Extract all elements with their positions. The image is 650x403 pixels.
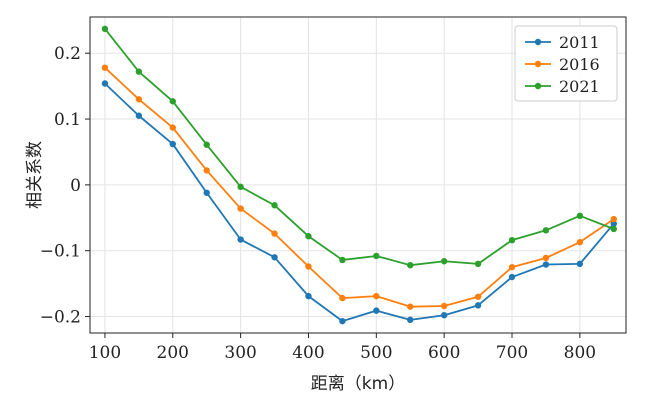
y-tick-label: 0.2 (54, 44, 81, 64)
data-point-2011 (508, 273, 516, 281)
data-point-2021 (169, 98, 176, 105)
data-point-2011 (169, 140, 176, 148)
data-point-2011 (305, 292, 312, 300)
data-point-2016 (440, 302, 448, 310)
data-point-2021 (440, 258, 448, 265)
y-tick-label: −0.2 (40, 308, 81, 328)
series-line-2021 (104, 28, 615, 267)
data-point-2011 (101, 80, 109, 87)
data-point-2016 (373, 292, 380, 300)
data-point-2016 (474, 293, 482, 300)
series-line-2016 (104, 67, 615, 308)
data-point-2011 (339, 317, 346, 325)
data-point-2021 (610, 225, 617, 233)
x-axis-label: 距离（km） (311, 374, 405, 394)
data-point-2016 (407, 303, 414, 310)
data-point-2021 (305, 233, 312, 240)
data-point-2016 (237, 205, 244, 212)
data-point-2021 (237, 183, 244, 191)
data-point-2011 (203, 189, 210, 196)
data-point-2016 (305, 263, 312, 270)
y-tick-label: 0.1 (54, 110, 81, 130)
legend-label-2016: 2016 (559, 55, 600, 74)
legend: 2011 2016 2021 (514, 25, 618, 102)
data-point-2011 (271, 254, 278, 261)
legend-label-2021: 2021 (559, 77, 600, 96)
x-tick-label: 300 (224, 343, 256, 363)
data-point-2021 (542, 227, 550, 234)
data-point-2016 (508, 263, 516, 271)
data-point-2011 (407, 316, 414, 324)
data-point-2016 (169, 124, 176, 131)
data-point-2021 (407, 261, 414, 269)
x-tick-label: 200 (157, 343, 189, 363)
data-point-2021 (271, 202, 278, 209)
data-point-2016 (203, 167, 210, 174)
data-point-2021 (508, 236, 516, 244)
axes: 100 200 300 400 500 600 700 800 0.2 0.1 0 −0.1 −0.2 (40, 44, 596, 363)
data-point-2021 (373, 252, 380, 260)
data-point-2011 (237, 236, 244, 243)
series-line-2011 (104, 82, 615, 323)
data-point-2016 (610, 215, 617, 223)
data-point-2011 (610, 220, 617, 227)
data-point-2016 (542, 254, 550, 262)
data-point-2011 (474, 302, 482, 309)
x-tick-label: 700 (496, 343, 528, 363)
y-tick-label: 0 (70, 176, 81, 196)
data-point-2016 (101, 64, 109, 71)
legend-box (514, 25, 618, 102)
x-tick-label: 400 (292, 343, 324, 363)
data-point-2011 (135, 112, 143, 119)
y-axis-label: 相关系数 (25, 141, 45, 209)
series-layer (101, 25, 617, 325)
legend-marker-2011 (534, 38, 542, 46)
x-tick-label: 100 (89, 343, 121, 363)
data-point-2021 (101, 25, 109, 33)
data-point-2016 (135, 96, 143, 103)
legend-marker-2016 (534, 60, 542, 68)
data-point-2021 (203, 141, 210, 148)
legend-marker-2021 (534, 82, 542, 90)
x-tick-label: 500 (360, 343, 392, 363)
data-point-2011 (542, 261, 550, 268)
x-tick-label: 600 (428, 343, 460, 363)
y-tick-label: −0.1 (40, 242, 81, 262)
data-point-2011 (440, 312, 448, 319)
data-point-2011 (576, 260, 584, 268)
data-point-2016 (576, 238, 584, 246)
data-point-2016 (339, 294, 346, 302)
data-point-2021 (339, 256, 346, 264)
data-point-2011 (373, 307, 380, 314)
data-point-2021 (135, 68, 143, 75)
data-point-2021 (576, 212, 584, 220)
legend-label-2011: 2011 (559, 33, 600, 52)
plot-frame (89, 16, 627, 334)
data-point-2016 (271, 230, 278, 237)
x-tick-label: 800 (564, 343, 596, 363)
data-point-2021 (474, 260, 482, 268)
